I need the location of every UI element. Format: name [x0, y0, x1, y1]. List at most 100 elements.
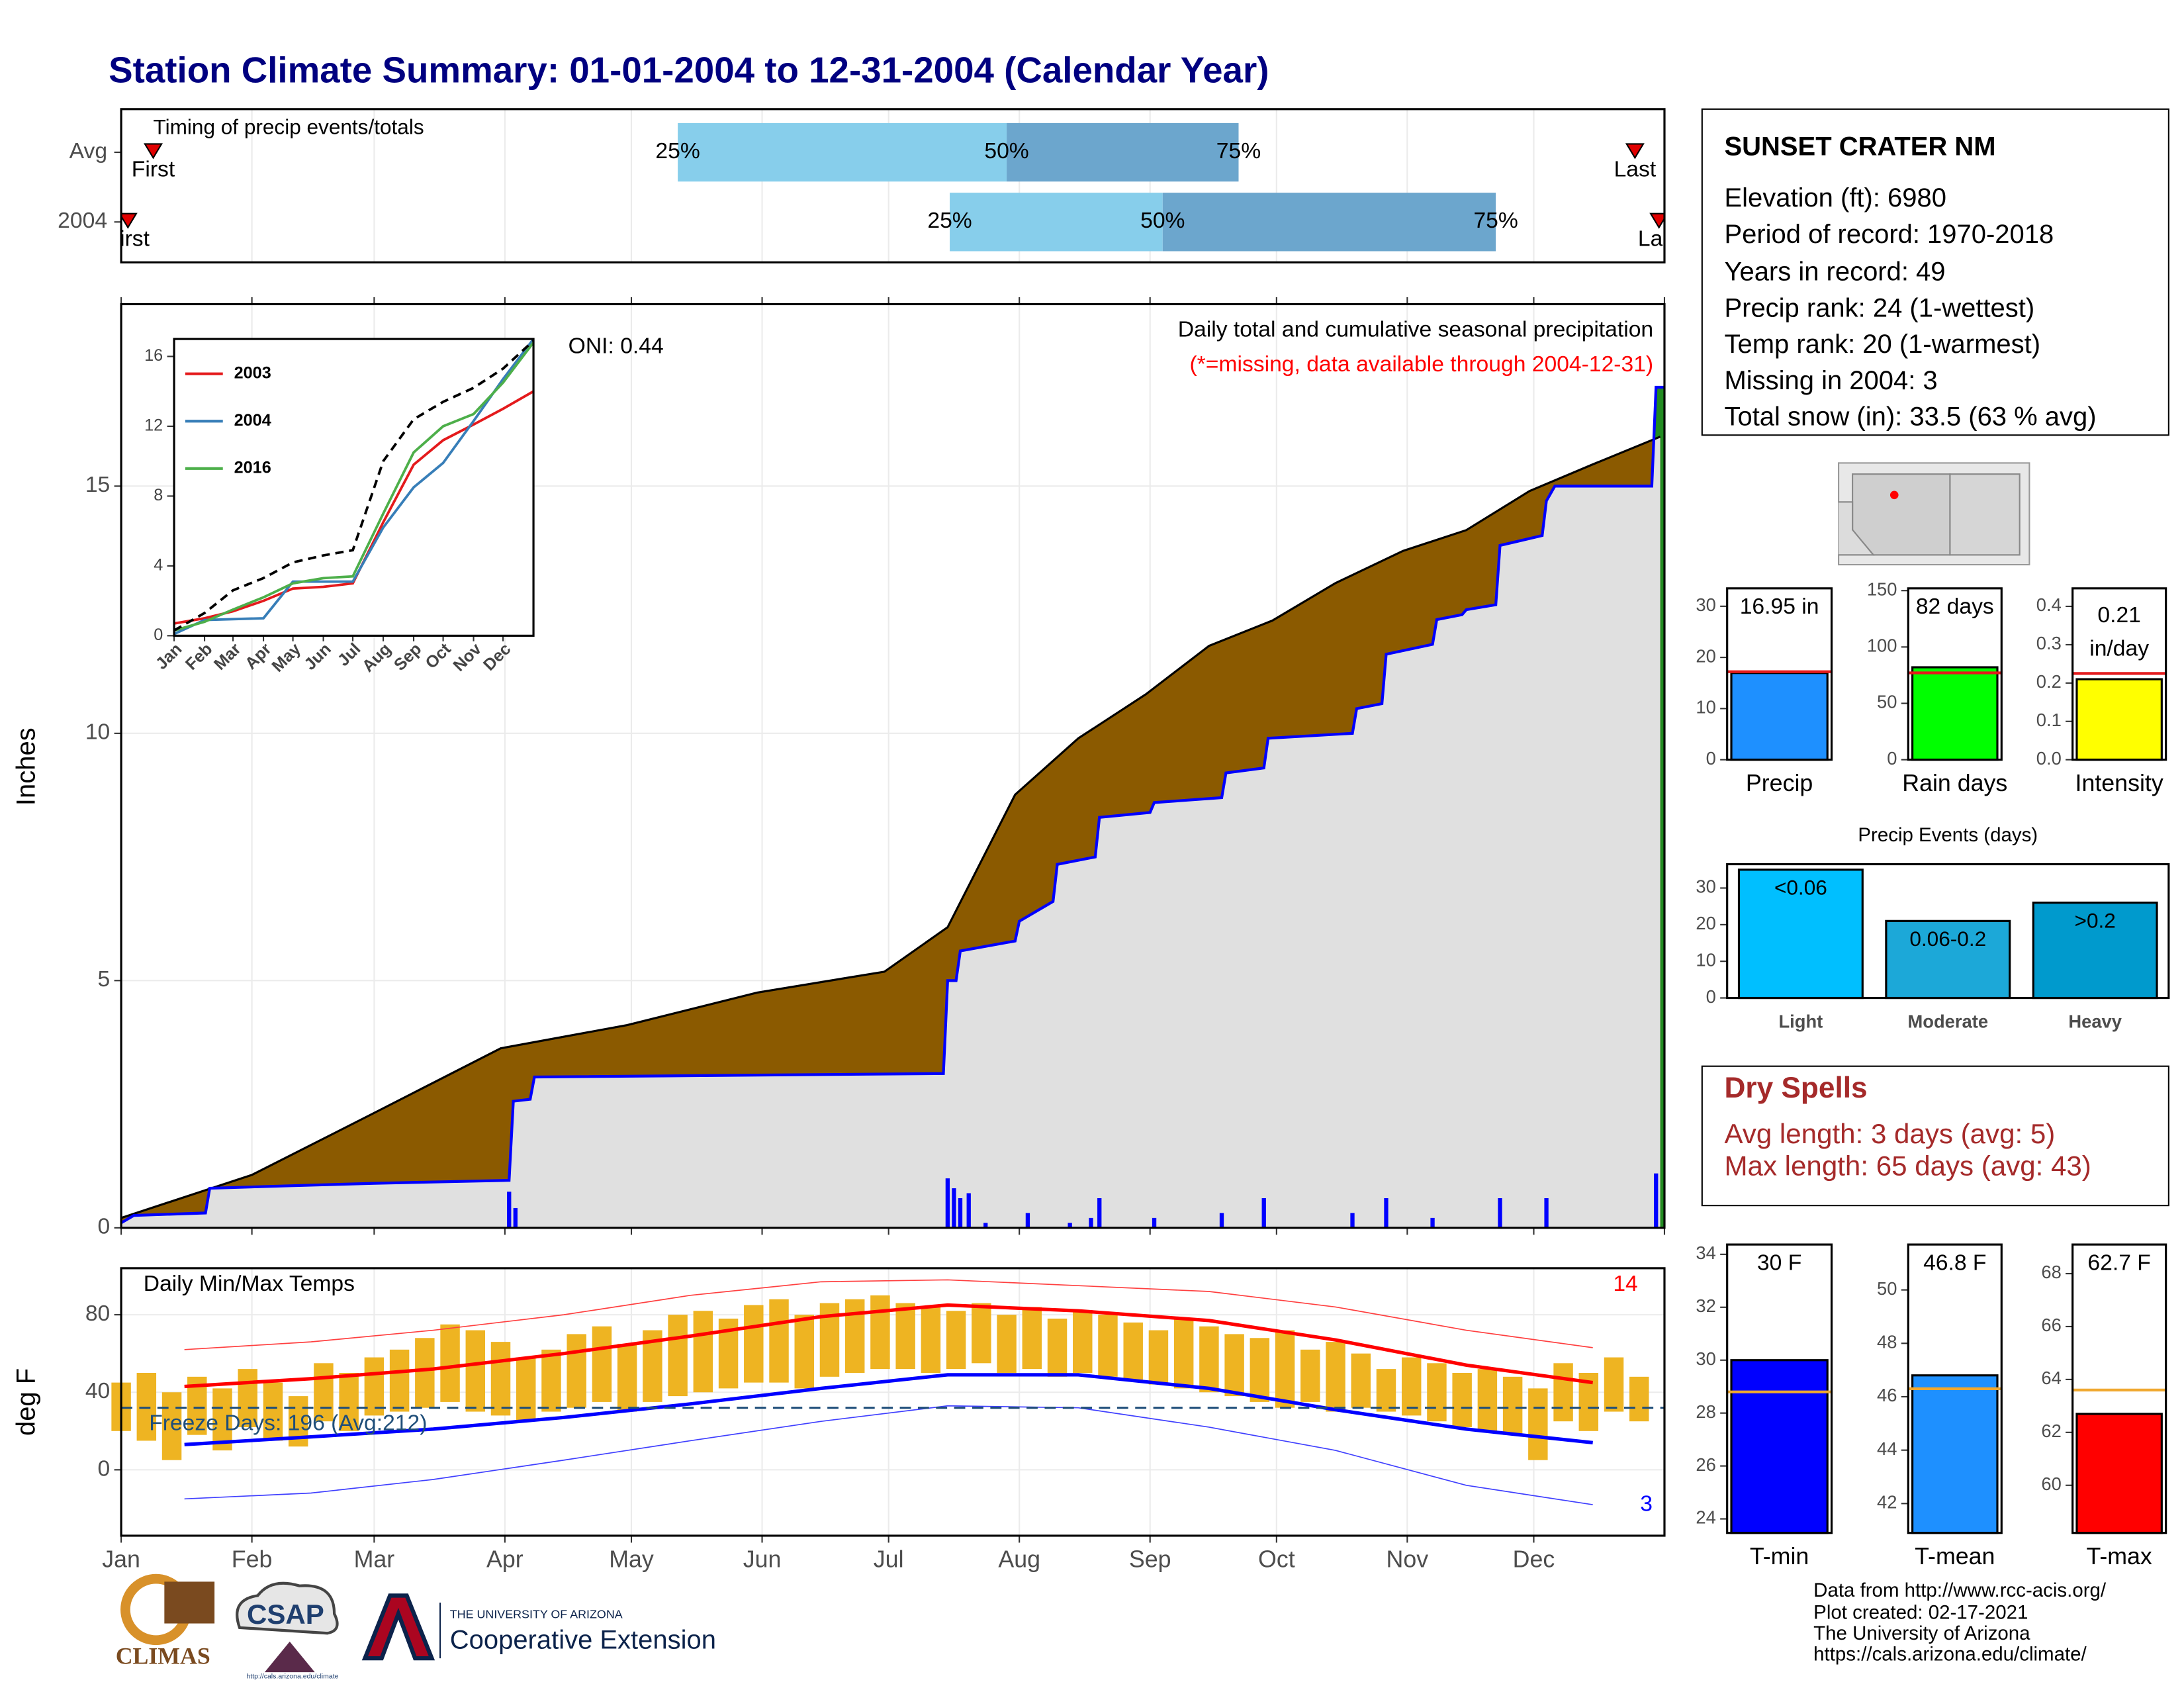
record-count: 3 — [1640, 1492, 1653, 1517]
x-tick-label: Jun — [743, 1546, 782, 1572]
station-line: Total snow (in): 33.5 (63 % avg) — [1724, 402, 2096, 432]
quartile-bar — [1162, 193, 1496, 252]
temp-range-bar — [972, 1303, 991, 1364]
temp-range-bar — [1073, 1311, 1093, 1373]
footer-line: https://cals.arizona.edu/climate/ — [1813, 1644, 2087, 1665]
y-tick-label: 26 — [1696, 1454, 1715, 1475]
x-tick-label: Sep — [1129, 1546, 1171, 1572]
temp-range-bar — [1173, 1318, 1194, 1389]
temp-range-bar — [1376, 1369, 1396, 1412]
value-label: 0.21 — [2097, 603, 2141, 628]
daily-bar — [1089, 1217, 1093, 1228]
temp-range-bar — [1224, 1334, 1244, 1397]
bar — [2032, 902, 2158, 1000]
station-line: Years in record: 49 — [1724, 258, 1945, 287]
temp-range-bar — [1300, 1349, 1320, 1402]
y-tick-label: 32 — [1696, 1295, 1715, 1316]
x-tick-label: Moderate — [1907, 1011, 1988, 1032]
temp-range-bar — [1502, 1376, 1523, 1435]
x-tick-label: Light — [1778, 1011, 1823, 1032]
bar — [2075, 1413, 2163, 1534]
event-label: First — [107, 227, 150, 252]
quartile-bar — [1007, 122, 1239, 182]
plot-frame — [173, 338, 535, 637]
bar — [1737, 868, 1864, 1000]
daily-bar — [1025, 1213, 1030, 1228]
y-tick-label: 50 — [1877, 1278, 1897, 1299]
temp-range-bar — [1326, 1342, 1345, 1412]
normal-line — [184, 1279, 1593, 1350]
normal-line — [184, 1405, 1593, 1505]
value-label: 46.8 F — [1923, 1250, 1986, 1275]
event-marker — [1649, 212, 1664, 229]
temp-range-bar — [617, 1344, 637, 1412]
temp-range-bar — [668, 1315, 688, 1397]
x-axis-label: Intensity — [2075, 770, 2163, 796]
temp-range-bar — [339, 1372, 359, 1431]
bar-label: 0.06-0.2 — [1909, 927, 1986, 951]
station-line: Missing in 2004: 3 — [1724, 366, 1937, 395]
value-label: 62.7 F — [2087, 1250, 2150, 1275]
daily-bar — [945, 1178, 950, 1228]
y-tick-label: 80 — [85, 1301, 110, 1326]
dry-spells-line: Max length: 65 days (avg: 43) — [1724, 1150, 2091, 1181]
y-tick-label: 5 — [98, 967, 111, 992]
event-label: Last — [1638, 227, 1680, 252]
temp-range-bar — [895, 1303, 915, 1370]
logos: CLIMAS CSAP http://cals.arizona.edu/clim… — [116, 1573, 716, 1680]
x-tick-label: Feb — [232, 1546, 273, 1572]
value-label: 82 days — [1916, 594, 1994, 619]
x-tick-label: Apr — [486, 1546, 523, 1572]
temp-range-bar — [1477, 1369, 1498, 1431]
temp-range-bar — [1275, 1330, 1295, 1408]
y-axis-label: deg F — [12, 1368, 41, 1436]
dry-spells-box — [1701, 1065, 2169, 1207]
y-tick-label: 62 — [2041, 1421, 2061, 1441]
temp-range-bar — [592, 1326, 612, 1402]
y-tick-label: 0.1 — [2036, 710, 2062, 730]
daily-bar — [507, 1192, 512, 1228]
csap-mountain — [264, 1641, 315, 1673]
x-axis-label: Precip — [1746, 770, 1813, 796]
x-tick-label: Mar — [354, 1546, 395, 1572]
csap-url: http://cals.arizona.edu/climate — [246, 1672, 338, 1680]
temp-range-bar — [921, 1307, 941, 1373]
footer-line: Data from http://www.rcc-acis.org/ — [1813, 1579, 2107, 1601]
legend-label: 2016 — [234, 458, 271, 477]
series-line — [173, 340, 535, 632]
y-tick-label: 68 — [2041, 1262, 2061, 1282]
daily-bar — [1097, 1197, 1102, 1228]
plot-frame — [1726, 863, 2170, 1000]
quantile-label: 25% — [927, 209, 972, 233]
daily-bar — [1430, 1217, 1435, 1228]
climas-text: CLIMAS — [116, 1642, 210, 1669]
daily-bar — [1261, 1197, 1266, 1228]
temp-range-bar — [238, 1369, 257, 1427]
series-line — [173, 390, 535, 625]
plot-frame — [1726, 587, 1833, 761]
temp-range-bar — [1098, 1315, 1118, 1377]
footer-line: The University of Arizona — [1813, 1622, 2030, 1644]
footer-line: Plot created: 02-17-2021 — [1813, 1602, 2028, 1624]
normal-line — [184, 1303, 1594, 1389]
state-shape — [1852, 473, 1951, 556]
x-tick-label: Jan — [102, 1546, 140, 1572]
station-line: Temp rank: 20 (1-warmest) — [1724, 330, 2040, 359]
temp-range-bar — [263, 1382, 283, 1441]
temp-range-bar — [389, 1349, 410, 1412]
daily-bar — [958, 1197, 963, 1228]
row-label: 2004 — [58, 209, 107, 233]
ua-text: THE UNIVERSITY OF ARIZONA — [450, 1608, 623, 1621]
daily-bar — [1544, 1197, 1549, 1228]
plot-frame — [120, 108, 1666, 263]
daily-bar — [513, 1207, 518, 1228]
bar-label: <0.06 — [1774, 876, 1827, 900]
y-tick-label: 10 — [85, 720, 110, 745]
bar-label: >0.2 — [2075, 908, 2116, 932]
station-box — [1701, 108, 2169, 436]
daily-bar — [983, 1223, 988, 1228]
bar — [2075, 678, 2163, 761]
quantile-label: 75% — [1216, 139, 1261, 164]
daily-bar — [1498, 1197, 1502, 1228]
bar — [1730, 1359, 1829, 1534]
